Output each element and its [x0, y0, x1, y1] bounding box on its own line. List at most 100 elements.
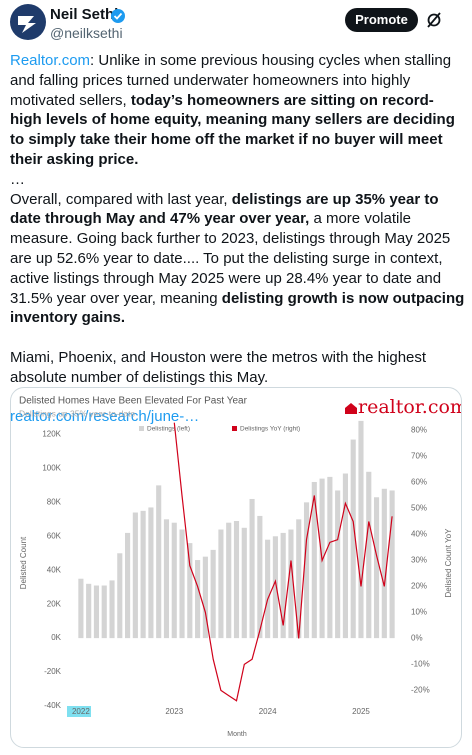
highlight	[67, 706, 91, 717]
legend-swatch	[232, 426, 237, 431]
bar	[140, 510, 146, 639]
y2-tick-label: 20%	[411, 582, 427, 591]
bar	[132, 512, 138, 639]
legend-label: Delistings YoY (right)	[240, 426, 300, 433]
y2-tick-label: 30%	[411, 556, 427, 565]
text-run: today’s homeowners are sitting on record…	[10, 91, 455, 168]
bar	[125, 532, 131, 639]
paragraph: Overall, compared with last year, delist…	[10, 190, 465, 329]
y-tick-label: 40K	[47, 565, 62, 574]
y-tick-label: 80K	[47, 497, 62, 506]
bar	[78, 578, 84, 639]
bar	[210, 549, 216, 639]
bar	[272, 536, 278, 639]
bar	[202, 556, 208, 639]
promote-button[interactable]: Promote	[345, 8, 418, 32]
author-name[interactable]: Neil Sethi	[50, 6, 119, 23]
y2-tick-label: 40%	[411, 530, 427, 539]
chart: Delisted Homes Have Been Elevated For Pa…	[19, 396, 461, 738]
bar	[171, 522, 177, 639]
y-tick-label: 0K	[51, 633, 61, 642]
bar	[389, 490, 395, 639]
legend-label: Delistings (left)	[147, 426, 190, 433]
link[interactable]: Realtor.com	[10, 52, 91, 69]
chart-subtitle: Delistings up 35% year-to-date	[19, 408, 136, 418]
bar	[218, 529, 224, 639]
logo-house	[345, 403, 357, 414]
line	[173, 422, 393, 702]
bar	[280, 532, 286, 639]
bar	[117, 553, 123, 639]
y-tick-label: 60K	[47, 531, 62, 540]
paragraph: …	[10, 170, 465, 190]
paragraph: Miami, Phoenix, and Houston were the met…	[10, 348, 465, 388]
paragraph: Realtor.com: Unlike in some previous hou…	[10, 51, 465, 170]
y2-tick-label: -10%	[411, 660, 430, 669]
x-axis-label: Month	[227, 731, 247, 738]
y-tick-label: -40K	[44, 701, 62, 710]
tweet-text: Realtor.com: Unlike in some previous hou…	[10, 51, 465, 427]
bar	[350, 439, 356, 639]
bar	[109, 580, 115, 639]
text-run: Miami, Phoenix, and Houston were the met…	[10, 348, 427, 386]
legend-swatch	[139, 426, 144, 431]
y-tick-label: 20K	[47, 599, 62, 608]
x-tick-label: 2024	[259, 707, 277, 716]
y-tick-label: 100K	[42, 464, 61, 473]
bar	[296, 519, 302, 639]
bar	[358, 420, 364, 639]
bar	[86, 583, 92, 639]
bar	[288, 529, 294, 639]
bar	[163, 519, 170, 639]
x-tick-label: 2023	[165, 707, 183, 716]
x-tick-label: 2022	[72, 707, 90, 716]
bar	[335, 490, 341, 639]
bar	[303, 502, 310, 639]
y2-tick-label: 60%	[411, 478, 427, 487]
y2-tick-label: -20%	[411, 686, 430, 695]
x-tick-label: 2025	[352, 707, 370, 716]
bar	[373, 497, 380, 639]
chart-card: Delisted Homes Have Been Elevated For Pa…	[10, 387, 462, 748]
text-run: …	[10, 170, 25, 188]
y2-tick-label: 50%	[411, 504, 427, 513]
avatar[interactable]	[0, 0, 48, 48]
paragraph: realtor.com/research/june-…	[10, 407, 465, 427]
text-run: a more volatile measure. Going back furt…	[10, 210, 451, 307]
verified-badge	[111, 9, 125, 23]
author-handle[interactable]: @neilksethi	[50, 25, 123, 41]
chart-title: Delisted Homes Have Been Elevated For Pa…	[19, 396, 248, 407]
bar	[101, 585, 107, 639]
bar	[381, 488, 387, 639]
bar	[342, 473, 348, 639]
bar	[195, 560, 201, 639]
y-axis-label: Delisted Count	[19, 536, 28, 589]
text-run: Overall, compared with last year,	[10, 190, 232, 208]
grok-icon[interactable]	[425, 11, 443, 29]
bar	[179, 529, 185, 639]
bar	[265, 539, 271, 639]
text-run: delisting growth is now outpacing invent…	[10, 289, 465, 327]
y2-tick-label: 0%	[411, 634, 423, 643]
bar	[156, 485, 162, 639]
bar	[366, 471, 372, 639]
bar	[249, 498, 255, 639]
bar	[327, 476, 333, 639]
y2-tick-label: 80%	[411, 426, 427, 435]
y-tick-label: -20K	[44, 667, 62, 676]
y-tick-label: 120K	[42, 430, 61, 439]
bar	[257, 515, 263, 639]
link[interactable]: realtor.com/research/june-…	[10, 408, 200, 426]
bar	[241, 527, 247, 639]
y2-axis-label: Delisted Count YoY	[444, 528, 453, 598]
bar	[187, 543, 193, 639]
bar	[93, 585, 100, 639]
text-run: delistings are up 35% year to date throu…	[10, 190, 439, 228]
y2-tick-label: 70%	[411, 452, 427, 461]
y2-tick-label: 10%	[411, 608, 427, 617]
bar	[311, 481, 317, 639]
text-run: : Unlike in some previous housing cycles…	[10, 52, 452, 109]
logo: realtor.com	[358, 396, 461, 418]
bar	[233, 521, 240, 639]
